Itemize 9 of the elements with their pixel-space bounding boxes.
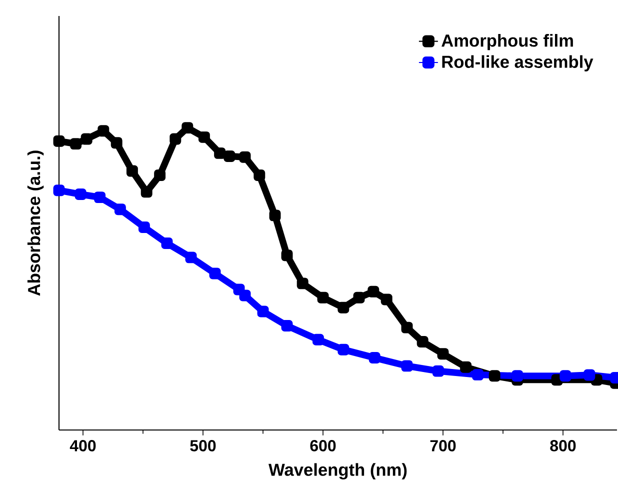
x-tick-label: 600 xyxy=(310,440,336,452)
x-tick-label: 700 xyxy=(430,440,456,452)
x-tick-label: 400 xyxy=(70,440,96,452)
x-tick-label: 800 xyxy=(550,440,576,452)
x-tick-label: 500 xyxy=(190,440,216,452)
y-axis-title: Absorbance (a.u.) xyxy=(27,150,44,296)
x-axis-title: Wavelength (nm) xyxy=(268,463,407,480)
legend-label: Rod-like assembly xyxy=(442,55,594,72)
legend-label: Amorphous film xyxy=(442,34,573,50)
